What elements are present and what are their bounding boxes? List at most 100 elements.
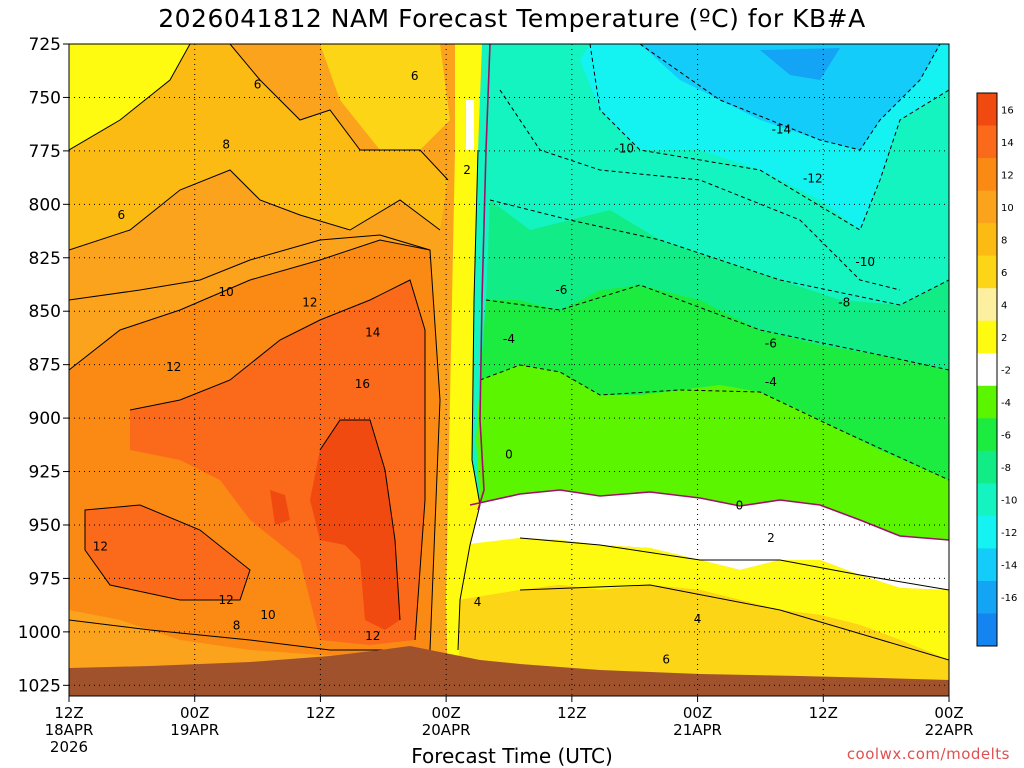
colorbar-swatch (977, 580, 997, 614)
chart-title: 2026041812 NAM Forecast Temperature (ºC)… (158, 4, 866, 33)
contour-labels: 6 6 8 6 10 12 14 12 16 2 -4 -6 -10 -14 -12 -10 -8 -6 -4 0 0 2… (93, 69, 875, 667)
y-tick-label: 875 (29, 356, 61, 376)
field-band-14 (130, 280, 425, 645)
x-tick-label: 18APR (45, 721, 94, 739)
contour-label: -4 (765, 375, 777, 389)
field-band-8 (69, 44, 448, 250)
contour-label: 2 (463, 163, 471, 177)
colorbar-label: 14 (1001, 138, 1014, 149)
y-tick-label: 1000 (18, 623, 61, 643)
contour-label: -8 (838, 296, 850, 310)
y-tick-label: 900 (29, 409, 61, 429)
field-pocket-white (466, 100, 474, 150)
contour-label: 0 (736, 499, 744, 513)
zero-contour (469, 44, 949, 541)
contour-label: 4 (474, 595, 482, 609)
field-band-minus16 (760, 48, 840, 80)
colorbar-label: 4 (1001, 300, 1007, 311)
field-band-minus8 (486, 200, 949, 370)
colorbar-swatch (977, 288, 997, 322)
y-tick-label: 950 (29, 516, 61, 536)
contour-label: -4 (503, 332, 515, 346)
colorbar-label: -16 (1001, 593, 1017, 604)
x-tick-label: 00Z (431, 704, 460, 722)
colorbar-swatch (977, 255, 997, 289)
ground-surface (69, 646, 949, 696)
colorbar-label: 12 (1001, 170, 1014, 181)
contour-label: 14 (365, 326, 380, 340)
x-tick-label: 12Z (306, 704, 335, 722)
field-band-minus6 (480, 285, 949, 480)
colorbar-label: -8 (1001, 463, 1011, 474)
x-tick-label: 12Z (557, 704, 586, 722)
y-axis: 725 750 775 800 825 850 875 900 925 950 975 1000 102… (18, 35, 69, 696)
contour-label: 6 (118, 208, 126, 222)
x-tick-label: 00Z (683, 704, 712, 722)
colorbar-swatch (977, 548, 997, 582)
colorbar-label: 16 (1001, 105, 1014, 116)
y-tick-label: 800 (29, 195, 61, 215)
colorbar-label: -14 (1001, 561, 1017, 572)
contour-label: -12 (803, 172, 823, 186)
field-band-0 (470, 490, 949, 590)
colorbar-swatch (977, 353, 997, 387)
contour-lines-negative (479, 44, 949, 481)
contour-label: 12 (219, 593, 234, 607)
credit-link[interactable]: coolwx.com/modelts (846, 745, 1010, 763)
colorbar-swatch (977, 158, 997, 192)
contour-label: -6 (555, 283, 567, 297)
y-tick-label: 975 (29, 569, 61, 589)
x-tick-label: 12Z (809, 704, 838, 722)
colorbar-swatch (977, 418, 997, 452)
colorbar-label: -6 (1001, 431, 1011, 442)
colorbar-label: 10 (1001, 203, 1014, 214)
field-band-16 (310, 420, 400, 630)
colorbar-label: -10 (1001, 496, 1017, 507)
x-tick-label: 00Z (934, 704, 963, 722)
x-tick-label: 21APR (673, 721, 722, 739)
temperature-field (69, 44, 949, 696)
x-tick-label: 20APR (422, 721, 471, 739)
field-band-16-small (270, 490, 290, 525)
colorbar-label: 8 (1001, 235, 1007, 246)
contour-label: 0 (505, 447, 513, 461)
y-tick-label: 925 (29, 463, 61, 483)
y-tick-label: 1025 (18, 676, 61, 696)
contour-label: -6 (765, 336, 777, 350)
contour-label: 8 (222, 137, 230, 151)
y-tick-label: 750 (29, 88, 61, 108)
contour-label: 12 (93, 539, 108, 553)
colorbar-label: 6 (1001, 268, 1007, 279)
colorbar: 16 14 12 10 8 6 4 2 -2 -4 -6 -8 -10 -12 -14 -16 (976, 92, 1017, 647)
y-tick-label: 850 (29, 302, 61, 322)
contour-label: 12 (365, 629, 380, 643)
colorbar-label: -4 (1001, 398, 1011, 409)
colorbar-swatch (977, 483, 997, 517)
x-tick-label: 2026 (50, 738, 88, 756)
colorbar-swatch (977, 515, 997, 549)
colorbar-swatch (977, 93, 997, 127)
contour-label: 2 (767, 531, 775, 545)
contour-label: 12 (302, 296, 317, 310)
x-tick-label: 12Z (54, 704, 83, 722)
contour-label: 6 (662, 653, 670, 667)
contour-label: -14 (772, 123, 792, 137)
colorbar-label: -2 (1001, 366, 1011, 377)
y-tick-label: 775 (29, 142, 61, 162)
x-axis-title: Forecast Time (UTC) (411, 744, 613, 768)
colorbar-swatch (977, 320, 997, 354)
colorbar-swatch (977, 190, 997, 224)
x-tick-label: 22APR (925, 721, 974, 739)
x-tick-label: 00Z (180, 704, 209, 722)
contour-label: 4 (694, 612, 702, 626)
contour-lines (69, 44, 949, 691)
colorbar-swatch (977, 613, 997, 647)
field-band-4 (458, 585, 949, 696)
colorbar-swatch (977, 125, 997, 159)
contour-label: 12 (166, 360, 181, 374)
contour-label: -10 (855, 255, 875, 269)
y-tick-label: 725 (29, 35, 61, 55)
colorbar-swatch (977, 385, 997, 419)
